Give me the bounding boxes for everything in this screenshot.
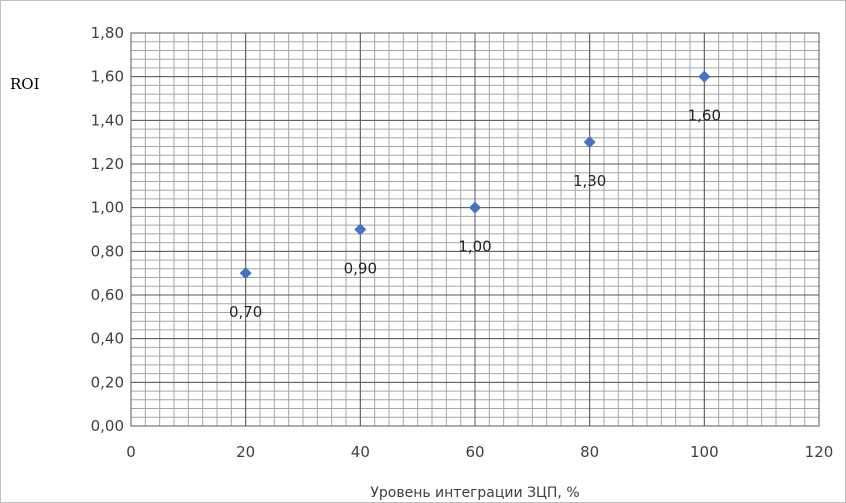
x-tick-label: 60 — [465, 443, 484, 461]
y-tick-label: 1,00 — [91, 199, 124, 217]
y-axis-ticks: 0,00 0,20 0,40 0,60 0,80 1,00 1,20 1,40 1,60 1,80 — [91, 24, 124, 435]
data-label: 0,70 — [229, 303, 262, 321]
y-axis-label: ROI — [10, 75, 40, 93]
y-tick-label: 0,80 — [91, 242, 124, 260]
x-tick-label: 40 — [351, 443, 370, 461]
y-tick-label: 0,20 — [91, 373, 124, 391]
x-tick-label: 100 — [690, 443, 719, 461]
x-axis-ticks: 0 20 40 60 80 100 120 — [126, 443, 833, 461]
data-point-marker — [354, 223, 367, 236]
data-label: 1,00 — [458, 238, 491, 256]
y-tick-label: 1,80 — [91, 24, 124, 42]
data-labels: 0,70 0,90 1,00 1,30 1,60 — [229, 107, 721, 321]
data-point-marker — [469, 201, 481, 214]
y-tick-label: 0,40 — [91, 330, 124, 348]
data-point-marker — [239, 267, 252, 280]
data-label: 1,30 — [573, 172, 606, 190]
data-label: 1,60 — [688, 107, 721, 125]
y-tick-label: 1,20 — [91, 155, 124, 173]
x-tick-label: 80 — [580, 443, 599, 461]
y-tick-label: 0,60 — [91, 286, 124, 304]
data-label: 0,90 — [344, 260, 377, 278]
x-axis-label: Уровень интеграции ЗЦП, % — [370, 485, 579, 501]
data-point-marker — [698, 70, 711, 83]
data-points — [239, 70, 711, 280]
x-tick-label: 120 — [805, 443, 834, 461]
x-tick-label: 20 — [236, 443, 255, 461]
x-tick-label: 0 — [126, 443, 136, 461]
y-tick-label: 1,60 — [91, 68, 124, 86]
y-tick-label: 0,00 — [91, 417, 124, 435]
plot-area-border — [130, 32, 820, 427]
major-gridlines — [131, 33, 819, 426]
data-point-marker — [583, 136, 596, 149]
y-tick-label: 1,40 — [91, 111, 124, 129]
